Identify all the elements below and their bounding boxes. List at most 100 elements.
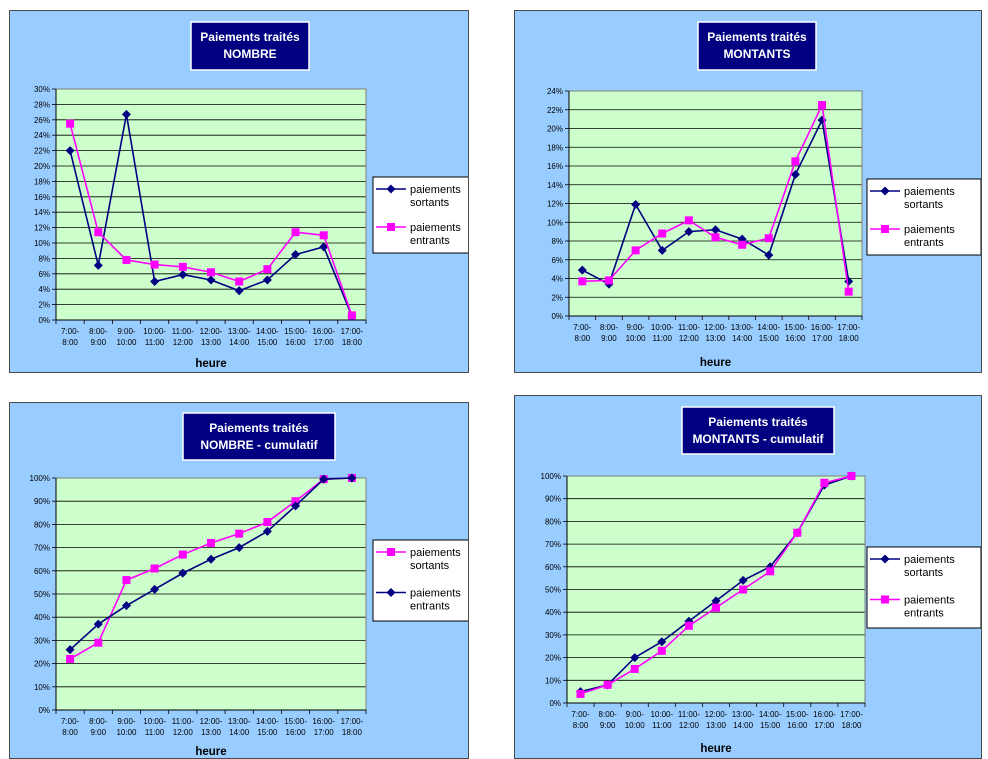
x-tick-label: 10:00-	[650, 710, 673, 719]
x-tick-label: 13:00-	[228, 327, 251, 336]
data-point	[66, 119, 75, 128]
y-tick-label: 100%	[30, 474, 50, 483]
data-point	[178, 262, 187, 271]
x-tick-label: 12:00-	[200, 717, 223, 726]
y-tick-label: 22%	[547, 106, 563, 115]
y-tick-label: 22%	[34, 147, 50, 156]
data-point	[764, 250, 774, 260]
y-tick-label: 50%	[34, 590, 50, 599]
x-axis-ticks: 7:00- 8:00 8:00- 9:00 9:00- 10:00 10:00- 11:00 1…	[55, 320, 367, 347]
x-tick-label: 16:00	[787, 721, 808, 730]
x-tick-label: 18:00	[839, 334, 860, 343]
x-tick-label: 9:00-	[117, 327, 136, 336]
data-point	[262, 275, 272, 285]
y-tick-label: 18%	[547, 143, 563, 152]
gridlines	[56, 88, 366, 306]
chart-panel-nombre-cumulatif: Paiements traités NOMBRE - cumulatif 0% 10%…	[9, 402, 469, 759]
data-point	[178, 550, 187, 559]
data-point	[234, 543, 244, 553]
x-tick-label: 11:00-	[678, 323, 700, 332]
x-tick-label: 9:00-	[626, 323, 645, 332]
x-tick-label: 7:00-	[61, 327, 80, 336]
legend-label: paiements	[410, 184, 461, 196]
y-tick-label: 20%	[547, 125, 563, 134]
data-point	[711, 596, 721, 606]
data-point	[793, 528, 802, 537]
legend-label: paiements	[410, 588, 461, 600]
x-tick-label: 8:00	[573, 721, 589, 730]
legend-marker	[881, 225, 889, 233]
x-tick-label: 11:00-	[678, 710, 700, 719]
plot-area	[56, 89, 366, 320]
y-tick-label: 30%	[34, 636, 50, 645]
y-tick-label: 26%	[34, 116, 50, 125]
x-tick-label: 10:00-	[651, 323, 674, 332]
x-tick-label: 15:00-	[786, 710, 809, 719]
y-tick-label: 24%	[34, 131, 50, 140]
data-point	[178, 270, 188, 280]
x-tick-label: 9:00	[600, 721, 616, 730]
data-point	[291, 250, 301, 260]
x-tick-label: 9:00	[90, 728, 106, 737]
y-tick-label: 0%	[38, 706, 50, 715]
y-tick-label: 8%	[551, 237, 563, 246]
x-tick-label: 8:00-	[600, 323, 619, 332]
y-tick-label: 10%	[34, 239, 50, 248]
x-tick-label: 18:00	[342, 728, 363, 737]
data-point	[291, 501, 301, 511]
y-tick-label: 14%	[547, 181, 563, 190]
data-point	[235, 277, 244, 286]
x-tick-label: 12:00	[679, 334, 700, 343]
legend-marker	[880, 554, 890, 564]
x-axis-ticks: 7:00- 8:00 8:00- 9:00 9:00- 10:00 10:00- 11:00 1…	[568, 316, 863, 343]
data-point	[578, 277, 587, 286]
y-tick-label: 80%	[545, 517, 561, 526]
data-point	[122, 576, 131, 585]
data-point	[844, 287, 853, 296]
x-tick-label: 14:00-	[757, 323, 780, 332]
x-tick-label: 15:00	[759, 334, 780, 343]
x-tick-label: 10:00	[626, 334, 647, 343]
x-tick-label: 17:00	[314, 338, 335, 347]
data-point	[93, 619, 103, 629]
data-point	[319, 242, 329, 252]
x-tick-label: 9:00-	[626, 710, 645, 719]
x-tick-label: 17:00	[314, 728, 335, 737]
x-tick-label: 17:00	[814, 721, 835, 730]
x-tick-label: 9:00	[90, 338, 106, 347]
data-point	[738, 575, 748, 585]
data-point	[262, 526, 272, 536]
x-tick-label: 7:00-	[571, 710, 590, 719]
legend-marker	[387, 223, 395, 231]
x-axis-ticks: 7:00- 8:00 8:00- 9:00 9:00- 10:00 10:00- 11:00 1…	[55, 710, 367, 737]
y-tick-label: 50%	[545, 586, 561, 595]
data-point	[684, 621, 693, 630]
x-tick-label: 13:00-	[732, 710, 755, 719]
x-tick-label: 12:00	[173, 338, 194, 347]
legend-label: entrants	[410, 235, 450, 247]
x-tick-label: 12:00	[679, 721, 700, 730]
y-tick-label: 2%	[551, 293, 563, 302]
chart-title-box: Paiements traités MONTANTS - cumulatif	[681, 406, 835, 455]
y-tick-label: 30%	[34, 85, 50, 94]
x-tick-label: 10:00	[625, 721, 646, 730]
x-axis-title: heure	[195, 746, 226, 758]
y-axis-ticks: 0% 2% 4% 6% 8% 10% 12% 14% 16% 18% 20% 22% 24% 26% 28%…	[34, 85, 56, 325]
y-tick-label: 10%	[34, 683, 50, 692]
data-point	[847, 472, 856, 480]
y-tick-label: 28%	[34, 100, 50, 109]
x-tick-label: 13:00	[705, 334, 726, 343]
chart-subtitle: MONTANTS - cumulatif	[692, 432, 824, 446]
y-tick-label: 70%	[34, 544, 50, 553]
chart-title-background	[190, 21, 310, 71]
data-point	[291, 228, 300, 237]
x-tick-label: 11:00-	[172, 327, 194, 336]
x-tick-label: 16:00	[286, 728, 307, 737]
data-point	[684, 216, 693, 225]
data-point	[631, 246, 640, 255]
chart-title: Paiements traités	[707, 30, 807, 44]
